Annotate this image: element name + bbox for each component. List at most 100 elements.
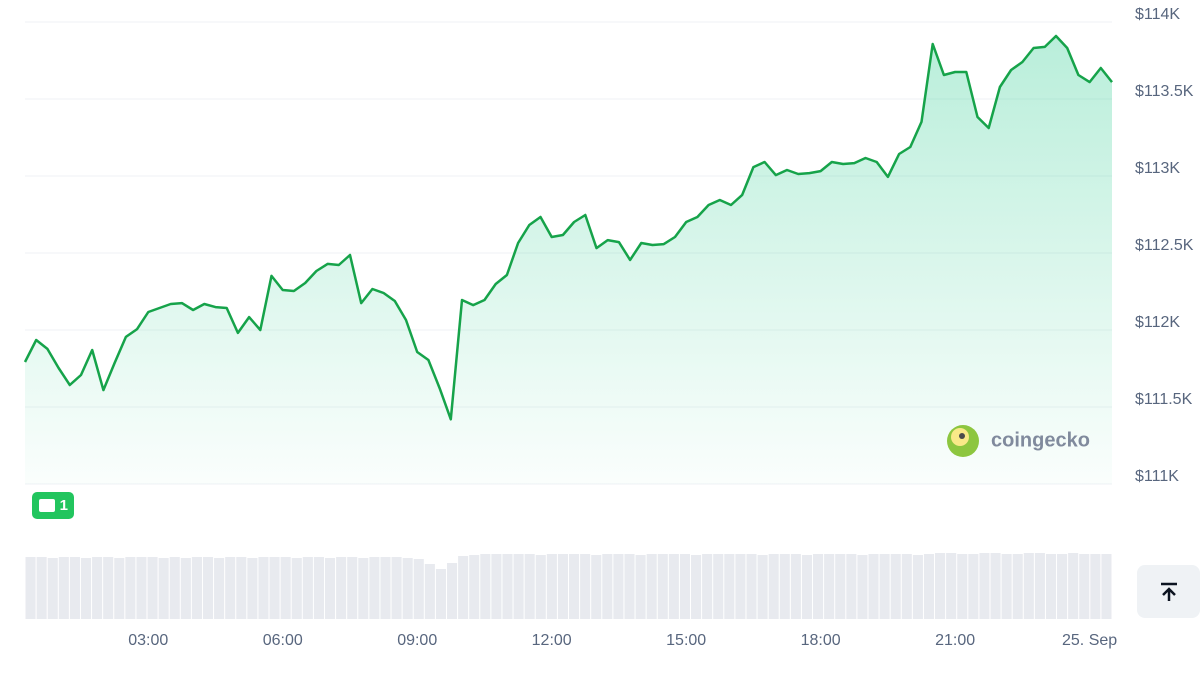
y-tick-label: $111.5K	[1135, 391, 1193, 408]
volume-bar	[1045, 554, 1057, 619]
volume-bar	[280, 557, 291, 619]
volume-bar	[801, 555, 813, 619]
volume-bar	[1001, 554, 1012, 619]
volume-bar	[779, 554, 790, 619]
back-to-top-button[interactable]	[1137, 565, 1200, 618]
watermark-text: coingecko	[991, 429, 1090, 451]
y-tick-label: $112.5K	[1135, 237, 1194, 254]
volume-bar	[513, 554, 524, 619]
volume-bar	[413, 559, 424, 619]
volume-bar	[336, 557, 347, 619]
x-tick-label: 18:00	[801, 632, 841, 649]
volume-bars	[25, 553, 1112, 619]
volume-bar	[58, 557, 69, 619]
plot	[23, 34, 1113, 484]
volume-bar	[569, 554, 580, 619]
volume-bar	[702, 554, 713, 619]
volume-bar	[580, 554, 591, 619]
volume-bar	[757, 555, 768, 619]
volume-bar	[446, 563, 458, 619]
volume-bar	[923, 554, 935, 619]
y-tick-label: $113.5K	[1135, 83, 1194, 100]
volume-bar	[790, 554, 801, 619]
volume-bar	[225, 557, 236, 619]
price-area	[25, 36, 1112, 484]
volume-bar	[402, 558, 413, 619]
volume-bar	[69, 557, 80, 619]
volume-bar	[125, 557, 136, 619]
y-tick-label: $112K	[1135, 314, 1180, 331]
volume-bar	[746, 554, 757, 619]
volume-bar	[635, 555, 646, 619]
volume-bar	[557, 554, 568, 619]
volume-bar	[324, 558, 336, 619]
volume-bar	[768, 554, 779, 619]
news-badge[interactable]: 1	[32, 492, 74, 519]
volume-bar	[968, 554, 979, 619]
volume-bar	[1068, 553, 1079, 619]
x-tick-label: 12:00	[532, 632, 572, 649]
volume-bar	[879, 554, 890, 619]
volume-bar	[502, 554, 513, 619]
volume-bar	[1012, 554, 1023, 619]
volume-bar	[1101, 554, 1112, 619]
volume-bar	[591, 555, 602, 619]
volume-bar	[1034, 553, 1045, 619]
x-tick-label: 06:00	[263, 632, 303, 649]
volume-bar	[668, 554, 679, 619]
x-tick-label: 21:00	[935, 632, 975, 649]
volume-bar	[313, 557, 324, 619]
volume-bar	[424, 564, 435, 619]
volume-bar	[857, 555, 868, 619]
volume-bar	[713, 554, 724, 619]
volume-bar	[214, 558, 225, 619]
volume-bar	[946, 553, 957, 619]
volume-bar	[247, 558, 258, 619]
volume-bar	[158, 558, 169, 619]
watermark-logo-pupil	[959, 433, 965, 439]
volume-bar	[180, 558, 191, 619]
volume-bar	[136, 557, 147, 619]
volume-bar	[36, 557, 47, 619]
volume-bar	[602, 554, 613, 619]
volume-bar	[391, 557, 402, 619]
volume-bar	[624, 554, 635, 619]
y-tick-label: $114K	[1135, 6, 1180, 23]
volume-bar	[147, 557, 158, 619]
volume-bar	[957, 554, 968, 619]
volume-bar	[258, 557, 269, 619]
volume-bar	[657, 554, 668, 619]
volume-bar	[646, 554, 657, 619]
x-tick-label: 03:00	[128, 632, 168, 649]
volume-bar	[679, 554, 691, 619]
volume-bar	[813, 554, 824, 619]
volume-bar	[546, 554, 557, 619]
volume-bar	[92, 557, 103, 619]
volume-bar	[1079, 554, 1090, 619]
volume-bar	[435, 569, 446, 619]
volume-bar	[347, 557, 358, 619]
volume-bar	[1023, 553, 1034, 619]
volume-bar	[169, 557, 180, 619]
volume-bar	[469, 555, 480, 619]
volume-bar	[369, 557, 380, 619]
x-tick-label: 15:00	[666, 632, 706, 649]
volume-bar	[535, 555, 546, 619]
volume-bar	[25, 557, 36, 619]
volume-bar	[935, 553, 946, 619]
volume-bar	[191, 557, 202, 619]
volume-bar	[202, 557, 214, 619]
volume-bar	[80, 558, 92, 619]
volume-bar	[269, 557, 280, 619]
volume-bar	[47, 558, 58, 619]
x-tick-label: 09:00	[397, 632, 437, 649]
volume-bar	[912, 555, 923, 619]
volume-bar	[480, 554, 491, 619]
volume-bar	[114, 558, 125, 619]
x-tick-label: 25. Sep	[1062, 632, 1117, 649]
price-line	[23, 34, 1113, 421]
volume-bar	[890, 554, 901, 619]
volume-bar	[901, 554, 912, 619]
volume-bar	[835, 554, 846, 619]
